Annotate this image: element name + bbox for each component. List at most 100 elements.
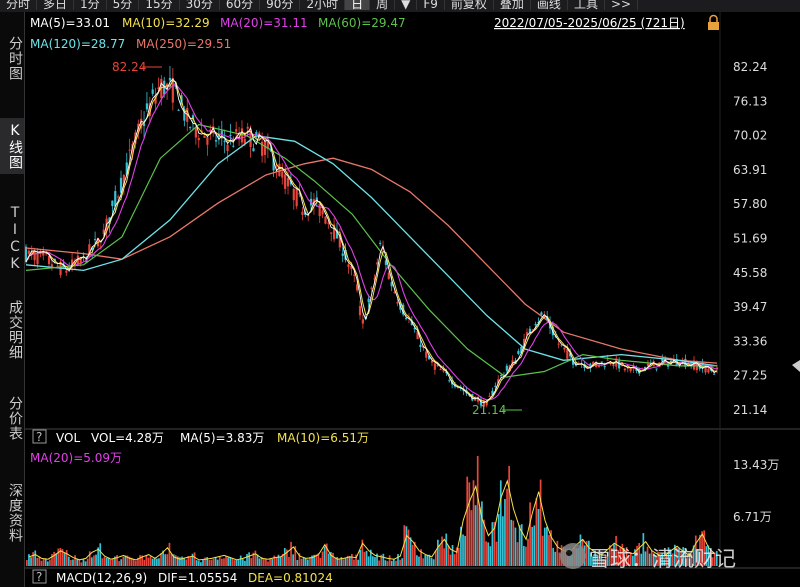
volume-bar [546, 526, 548, 566]
ma10-line [25, 80, 718, 403]
volume-bar [147, 557, 150, 566]
candle-body [387, 272, 390, 279]
volume-bar [118, 560, 120, 566]
volume-bar [336, 557, 339, 566]
candle-body [151, 89, 154, 94]
volume-bar [611, 548, 613, 566]
candle-body [494, 385, 497, 387]
volume-bar [554, 551, 557, 566]
sidebar-item-chengjiao[interactable]: 成交明细 [7, 300, 23, 360]
candle-body [376, 262, 379, 265]
date-range-label[interactable]: 2022/07/05-2025/06/25 (721日) [494, 16, 685, 30]
candle-body [261, 141, 264, 156]
candle-body [370, 287, 373, 289]
volume-bar [237, 560, 240, 566]
volume-bar [197, 560, 200, 566]
candle-body [479, 399, 483, 406]
tab-8[interactable]: 2小时 [300, 0, 346, 10]
tab-3[interactable]: 5分 [107, 0, 140, 10]
candle-body [416, 331, 419, 340]
candle-body [704, 364, 707, 373]
candle-body [292, 188, 295, 201]
volume-bar [636, 545, 638, 566]
volume-bar [543, 527, 546, 566]
macd-help-icon[interactable] [32, 569, 47, 584]
volume-bar [518, 525, 521, 566]
volume-bar [235, 559, 238, 566]
sidebar-item-fenshitu[interactable]: 分时图 [7, 35, 23, 81]
lock-icon[interactable] [708, 14, 719, 31]
candle-body [200, 130, 203, 133]
volume-help-icon[interactable] [32, 429, 47, 444]
volume-bar [227, 557, 230, 566]
sidebar-item-fenjia[interactable]: 分价表 [7, 395, 23, 441]
volume-bar [302, 557, 305, 566]
candle-body [165, 83, 169, 90]
tab-14[interactable]: 叠加 [494, 0, 531, 10]
volume-bar [493, 521, 496, 566]
volume-bar [46, 561, 49, 566]
tab-0[interactable]: 分时 [0, 0, 38, 10]
candle-body [517, 351, 520, 354]
candle-body [278, 163, 281, 177]
candle-body [629, 368, 632, 372]
volume-bar [558, 552, 561, 566]
candle-body [347, 264, 350, 267]
volume-bar [267, 561, 269, 566]
sidebar-item-tick[interactable]: TICK [7, 205, 23, 273]
tab-10[interactable]: 周 [370, 0, 396, 10]
expand-right-icon[interactable] [792, 360, 800, 372]
volume-bar [650, 550, 653, 566]
tab-4[interactable]: 15分 [139, 0, 180, 10]
candle-body [540, 312, 543, 315]
volume-bar [613, 544, 615, 566]
tab-7[interactable]: 90分 [260, 0, 301, 10]
volume-bar [164, 554, 167, 566]
tab-17[interactable]: >> [605, 0, 639, 10]
tab-11[interactable]: ▼ [395, 0, 418, 10]
volume-bar [145, 555, 148, 566]
price-tick-1: 76.13 [733, 94, 767, 108]
candle-body [356, 284, 359, 291]
sidebar-item-kxiantu[interactable]: K线图 [0, 118, 24, 174]
tab-6[interactable]: 60分 [220, 0, 261, 10]
tab-1[interactable]: 多日 [37, 0, 75, 10]
price-tick-5: 51.69 [733, 232, 767, 246]
volume-bar [392, 558, 395, 566]
tab-13[interactable]: 前复权 [445, 0, 494, 10]
volume-bar [153, 557, 156, 566]
volume-bar [105, 557, 108, 566]
tab-9[interactable]: 日 [345, 0, 371, 10]
candle-body [525, 332, 529, 335]
volume-bar [170, 553, 173, 566]
volume-bar [288, 557, 290, 566]
tab-16[interactable]: 工具 [568, 0, 605, 10]
volume-bar [55, 553, 58, 566]
candle-body [194, 128, 197, 138]
volume-bar [585, 541, 588, 566]
volume-bar [53, 551, 55, 566]
tab-12[interactable]: F9 [417, 0, 445, 10]
volume-bar [548, 535, 550, 566]
volume-bar [655, 555, 657, 566]
sidebar-item-shendu[interactable]: 深度资料 [7, 483, 23, 543]
candle-body [272, 157, 275, 171]
volume-bar [464, 535, 466, 566]
volume-bar [355, 554, 357, 566]
tab-5[interactable]: 30分 [180, 0, 220, 10]
volume-bar [223, 558, 225, 566]
volume-bar [351, 553, 353, 566]
price-plot-area[interactable] [24, 65, 719, 409]
volume-bar [439, 545, 441, 566]
tab-2[interactable]: 1分 [74, 0, 107, 10]
volume-bar [600, 551, 603, 566]
candle-body [324, 216, 327, 224]
volume-bar [384, 560, 387, 566]
tab-15[interactable]: 画线 [531, 0, 568, 10]
candle-body [235, 129, 238, 132]
macd-dif-label: DIF=1.05554 [158, 571, 237, 585]
ma120-line [25, 135, 718, 367]
volume-bar [28, 554, 30, 566]
volume-bar [460, 526, 462, 566]
volume-bar [615, 535, 617, 566]
